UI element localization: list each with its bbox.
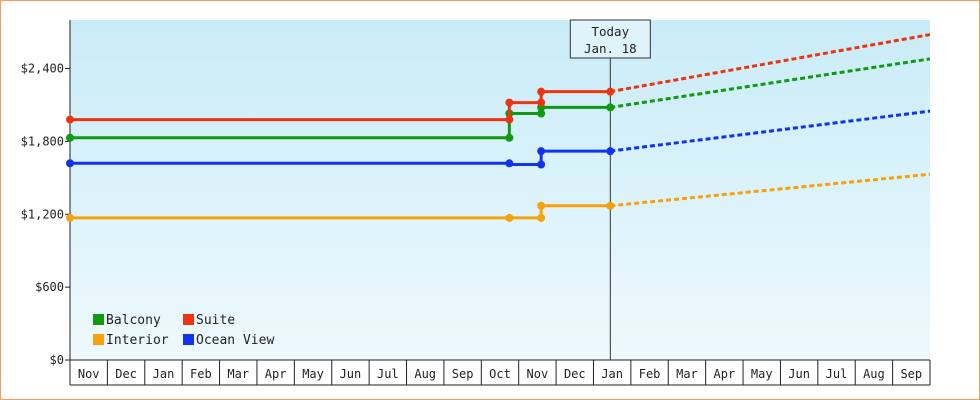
series-balcony xyxy=(66,57,931,142)
data-point xyxy=(537,98,546,107)
x-tick-label: Jul xyxy=(377,367,399,381)
x-tick-label: May xyxy=(751,367,773,381)
legend-swatch xyxy=(93,314,104,325)
data-point xyxy=(505,159,514,168)
x-tick-label: May xyxy=(302,367,324,381)
data-point xyxy=(537,87,546,96)
forecast-line-interior xyxy=(610,172,931,208)
data-point xyxy=(505,213,514,222)
x-tick-label: Nov xyxy=(78,367,100,381)
plot-area xyxy=(70,20,930,360)
x-tick-label: Jul xyxy=(826,367,848,381)
today-date: Jan. 18 xyxy=(584,41,637,56)
legend-label: Interior xyxy=(106,333,169,348)
y-tick-label: $1,800 xyxy=(21,134,64,148)
forecast-line-balcony xyxy=(610,57,931,109)
x-tick-label: Dec xyxy=(115,367,137,381)
x-tick-label: Feb xyxy=(639,367,661,381)
data-point xyxy=(66,133,74,142)
data-point xyxy=(505,115,514,124)
data-point xyxy=(66,213,74,222)
y-axis: $0 $600 $1,200 $1,800 $2,400 xyxy=(21,20,71,367)
series-ocean-view xyxy=(66,109,931,169)
forecast-line-suite xyxy=(610,33,931,94)
x-tick-label: Sep xyxy=(452,367,474,381)
x-tick-label: Jun xyxy=(340,367,362,381)
data-point xyxy=(66,159,74,168)
x-axis: Nov Dec Jan Feb Mar Apr May Jun Jul Aug Sep Oct Nov D… xyxy=(69,359,931,386)
today-label-box xyxy=(569,19,651,59)
series-interior xyxy=(66,172,931,222)
series-line-ocean-view xyxy=(70,149,611,166)
data-point xyxy=(606,201,615,210)
x-tick-label: Feb xyxy=(190,367,212,381)
data-point xyxy=(505,98,514,107)
x-tick-label: Mar xyxy=(676,367,698,381)
data-point xyxy=(537,201,546,210)
data-point xyxy=(606,103,615,112)
today-label: Today xyxy=(591,24,629,39)
today-marker: Today Jan. 18 xyxy=(569,19,651,360)
data-point xyxy=(537,147,546,156)
data-point xyxy=(606,147,615,156)
legend: Balcony Suite Interior Ocean View xyxy=(93,313,274,348)
x-tick-label: Dec xyxy=(564,367,586,381)
data-point xyxy=(66,115,74,124)
data-point xyxy=(537,213,546,222)
series-layer xyxy=(66,33,931,222)
x-tick-label: Oct xyxy=(489,367,511,381)
series-line-suite xyxy=(70,90,611,122)
data-point xyxy=(505,133,514,142)
x-tick-label: Jan xyxy=(601,367,623,381)
x-tick-label: Apr xyxy=(265,367,287,381)
y-tick-label: $600 xyxy=(35,280,64,294)
legend-swatch xyxy=(93,334,104,345)
legend-label: Balcony xyxy=(106,313,161,328)
x-tick-label: Jan xyxy=(153,367,175,381)
x-tick-label: Aug xyxy=(863,367,885,381)
legend-label: Ocean View xyxy=(196,333,274,348)
legend-swatch xyxy=(183,314,194,325)
x-tick-label: Aug xyxy=(414,367,436,381)
series-line-balcony xyxy=(70,105,611,140)
y-tick-label: $0 xyxy=(50,353,64,367)
y-tick-label: $1,200 xyxy=(21,207,64,221)
y-tick-label: $2,400 xyxy=(21,62,64,76)
x-tick-label: Sep xyxy=(900,367,922,381)
data-point xyxy=(537,109,546,118)
legend-label: Suite xyxy=(196,313,235,328)
x-tick-label: Nov xyxy=(527,367,549,381)
data-point xyxy=(537,160,546,169)
legend-swatch xyxy=(183,334,194,345)
data-point xyxy=(606,87,615,96)
series-suite xyxy=(66,33,931,124)
x-tick-label: Mar xyxy=(227,367,249,381)
x-tick-label: Jun xyxy=(788,367,810,381)
x-tick-label: Apr xyxy=(714,367,736,381)
forecast-line-ocean-view xyxy=(610,109,931,153)
